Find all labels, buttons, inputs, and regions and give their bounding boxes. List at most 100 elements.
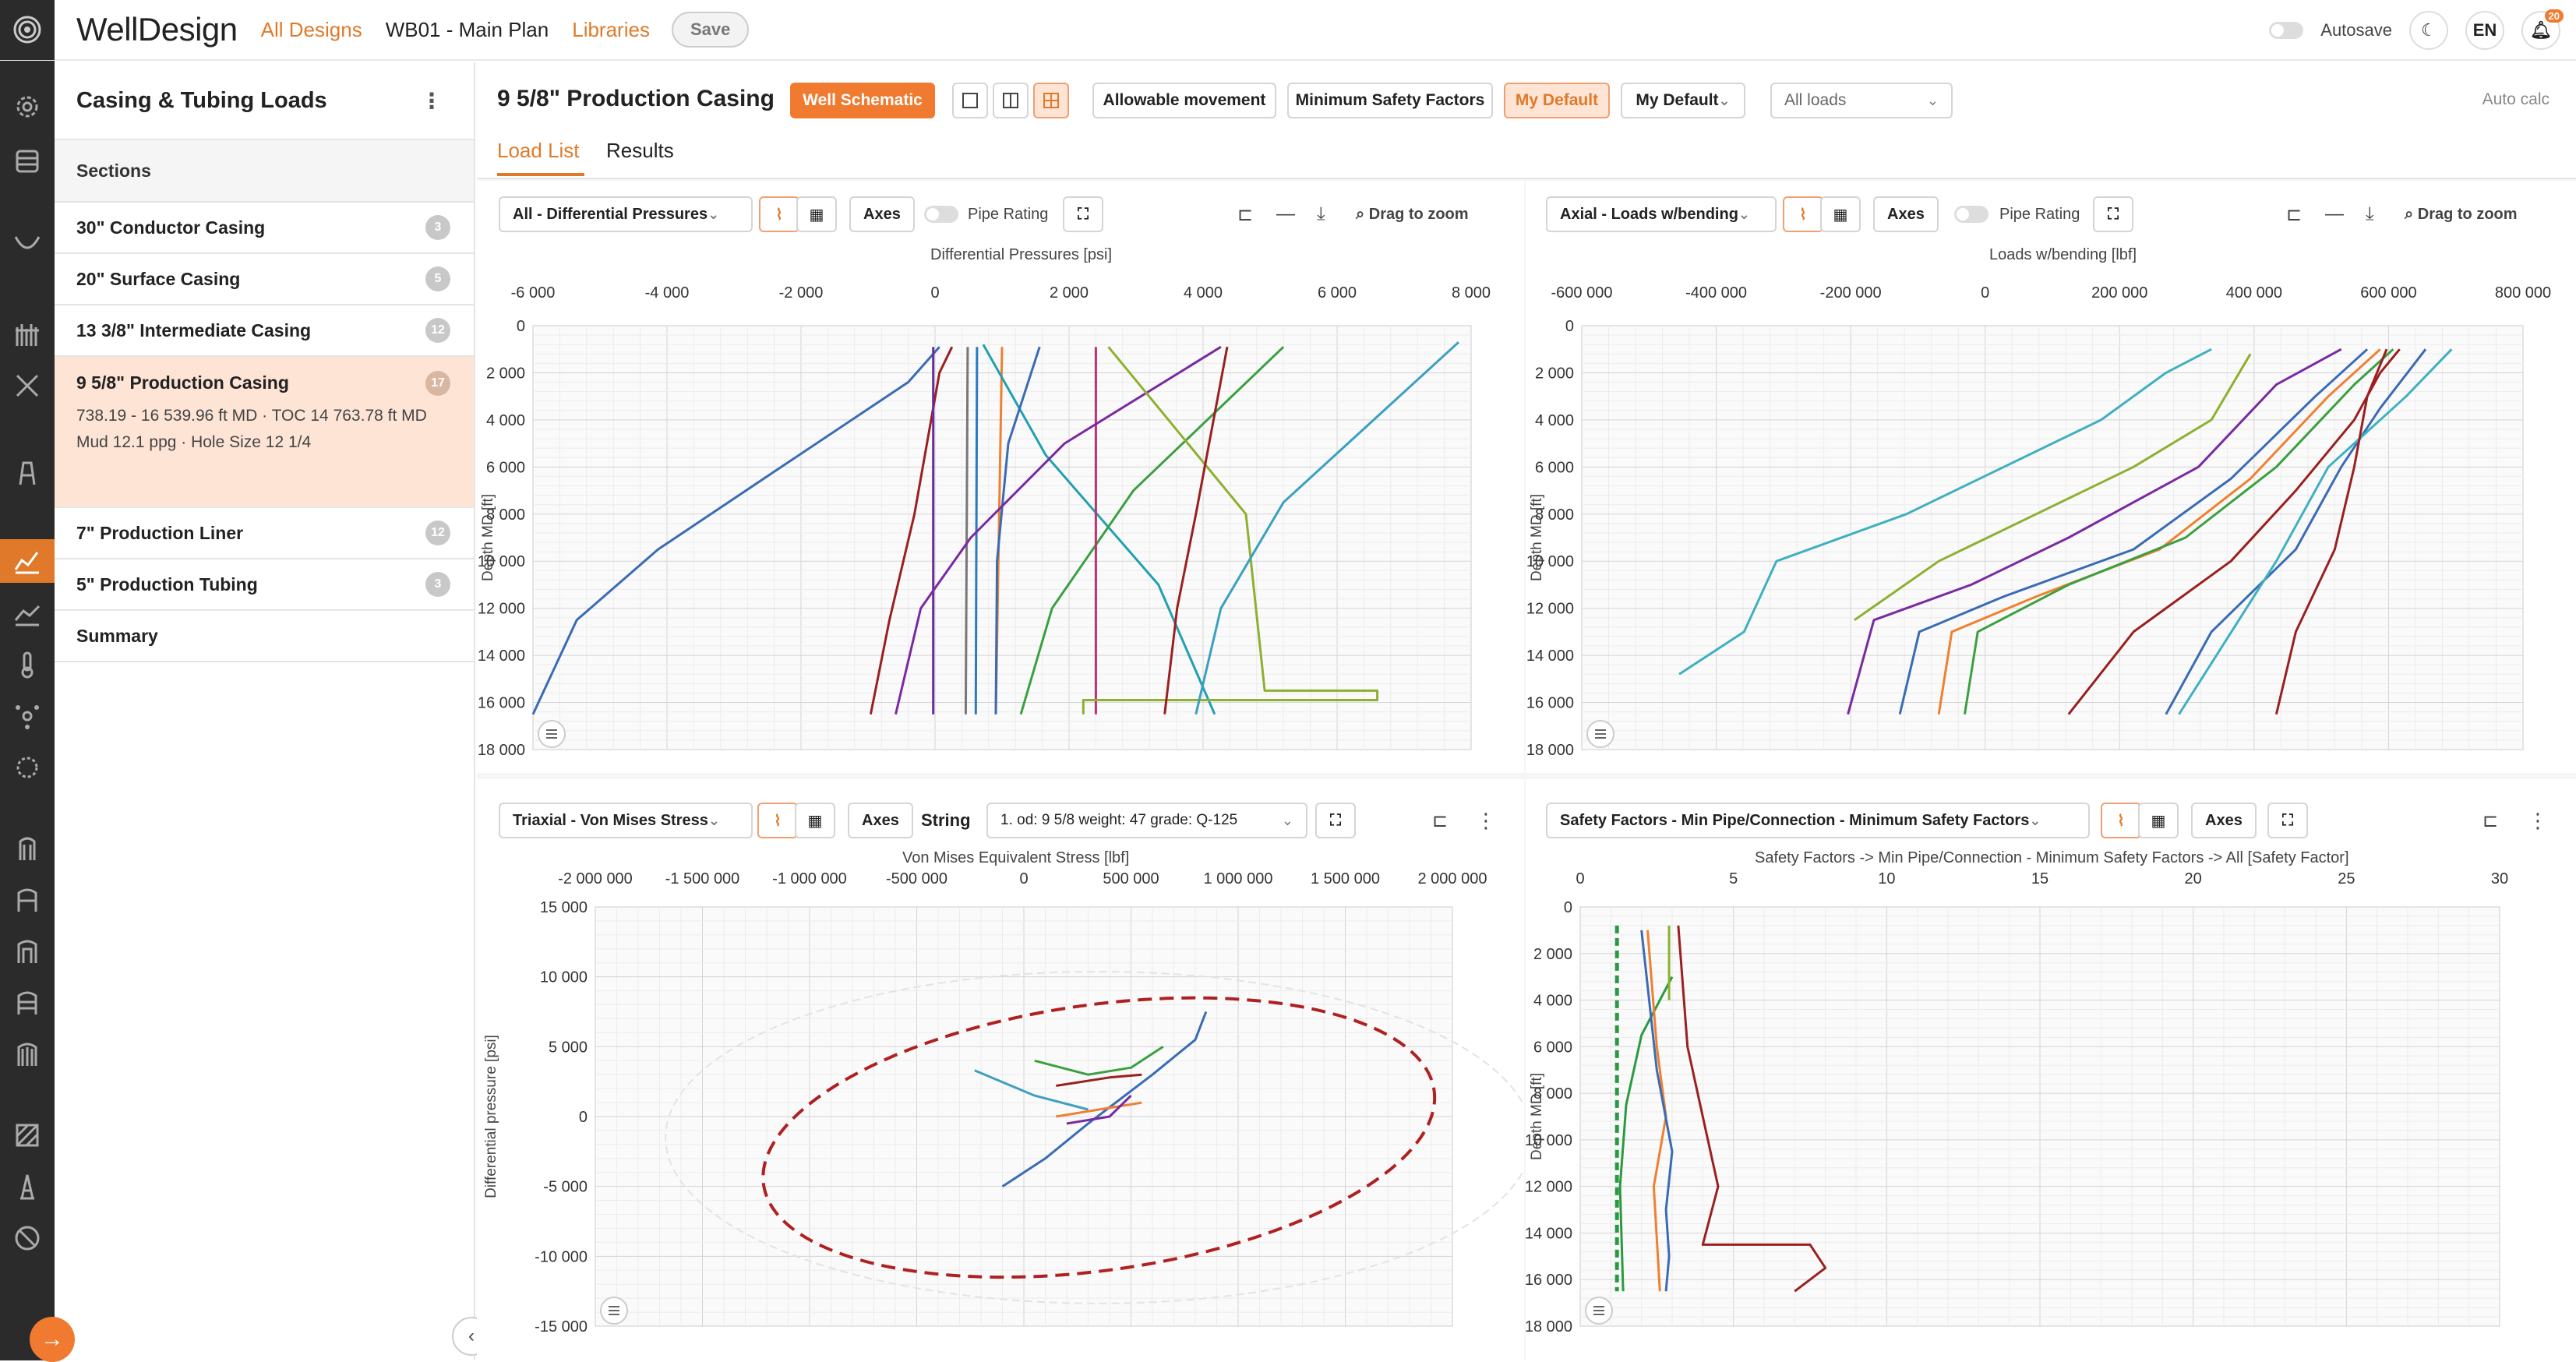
drag-zoom-button-2[interactable]: ⌕ Drag to zoom	[2405, 196, 2518, 232]
minus-icon[interactable]: —	[2325, 203, 2344, 224]
expand-arrow-button[interactable]: →	[30, 1317, 75, 1362]
line-chart-icon[interactable]: ⌇	[759, 196, 799, 232]
differential-pressures-chart[interactable]: -6 000 -4 000 -2 000 0 2 000 4 000 6 000 8 000 0…	[477, 266, 1524, 765]
minus-icon[interactable]: —	[1276, 203, 1295, 224]
sidebar-item-tubing[interactable]: 5" Production Tubing 3	[55, 559, 474, 611]
fullscreen-icon[interactable]: ⛶	[1315, 803, 1356, 838]
casing-icon-1[interactable]	[11, 832, 44, 865]
trend-icon[interactable]	[11, 597, 44, 630]
rig-icon[interactable]	[11, 457, 44, 489]
page-title: 9 5/8" Production Casing	[497, 86, 775, 111]
tools-icon[interactable]	[11, 369, 44, 402]
autosave-toggle[interactable]	[2269, 22, 2304, 39]
network-icon[interactable]	[11, 700, 44, 732]
thermometer-icon[interactable]	[11, 648, 44, 681]
tab-results[interactable]: Results	[606, 139, 674, 162]
casing-icon-4[interactable]	[11, 986, 44, 1019]
safety-factors-chart[interactable]: 0 5 10 15 20 25 30 0 2 000 4 000 6 000 8 000 10 000 1…	[1526, 868, 2576, 1360]
x-tick-label: -1 500 000	[665, 870, 740, 887]
more-vertical-icon[interactable]: ⋮	[1476, 808, 1496, 832]
string-select[interactable]: 1. od: 9 5/8 weight: 47 grade: Q-125	[986, 803, 1307, 838]
nav-libraries[interactable]: Libraries	[572, 17, 650, 41]
loads-chart-icon[interactable]	[0, 539, 55, 583]
chart-type-select-2[interactable]: Axial - Loads w/bending	[1546, 196, 1777, 232]
fullscreen-icon[interactable]: ⛶	[2267, 803, 2308, 838]
axes-button-4[interactable]: Axes	[2191, 803, 2257, 838]
casing-icon-5[interactable]	[11, 1038, 44, 1071]
y-tick-label: 2 000	[1535, 365, 1574, 382]
layout-single-icon[interactable]	[952, 83, 988, 118]
download-icon[interactable]: ⤓	[1317, 203, 1325, 224]
von-mises-chart[interactable]: -2 000 000 -1 500 000 -1 000 000 -500 000 0 5…	[477, 868, 1524, 1360]
legend-icon[interactable]: ⊏	[2286, 203, 2303, 225]
legend-icon[interactable]: ⊏	[1237, 203, 1254, 225]
chart-type-select-3[interactable]: Triaxial - Von Mises Stress	[499, 803, 753, 838]
series-line	[1082, 346, 1379, 715]
chevron-left-icon: ‹	[468, 1325, 475, 1346]
pipe-rating-toggle-1[interactable]	[924, 206, 958, 223]
fullscreen-icon[interactable]: ⛶	[1063, 196, 1103, 232]
axes-button-3[interactable]: Axes	[848, 803, 913, 838]
pipe-rating-toggle-2[interactable]	[1954, 206, 1988, 223]
gear-icon[interactable]	[11, 751, 44, 784]
language-button[interactable]: EN	[2465, 11, 2504, 50]
chart-title-4: Safety Factors -> Min Pipe/Connection - …	[1755, 849, 2349, 866]
nav-all-designs[interactable]: All Designs	[260, 17, 362, 41]
all-loads-select[interactable]: All loads	[1770, 83, 1953, 118]
line-chart-icon[interactable]: ⌇	[757, 803, 798, 838]
axial-loads-chart[interactable]: -600 000 -400 000 -200 000 0 200 000 400 000 6…	[1526, 266, 2576, 765]
my-default-select[interactable]: My Default	[1621, 83, 1745, 118]
my-default-button[interactable]: My Default	[1504, 83, 1610, 118]
cement-icon[interactable]	[11, 1119, 44, 1152]
disabled-icon[interactable]	[11, 1222, 44, 1254]
chart-type-select-4[interactable]: Safety Factors - Min Pipe/Connection - M…	[1546, 803, 2090, 838]
well-schematic-button[interactable]: Well Schematic	[790, 83, 935, 118]
nav-current-design[interactable]: WB01 - Main Plan	[385, 17, 549, 41]
formation-icon[interactable]	[11, 318, 44, 351]
allowable-movement-button[interactable]: Allowable movement	[1092, 83, 1276, 118]
layout-columns-icon[interactable]	[993, 83, 1029, 118]
x-tick-label: 500 000	[1103, 870, 1159, 887]
notifications-button[interactable]: 🔔︎ 20	[2521, 9, 2564, 50]
fullscreen-icon[interactable]: ⛶	[2093, 196, 2133, 232]
sidebar-item-production-casing[interactable]: 9 5/8" Production Casing 17 738.19 - 16 …	[55, 357, 474, 508]
legend-toggle-button[interactable]	[1586, 720, 1614, 748]
download-icon[interactable]: ⤓	[2366, 203, 2374, 224]
legend-toggle-button[interactable]	[600, 1297, 628, 1325]
legend-toggle-button[interactable]	[1585, 1297, 1613, 1325]
trajectory-icon[interactable]	[11, 231, 44, 263]
sidebar-item-summary[interactable]: Summary	[55, 611, 474, 662]
axes-button-2[interactable]: Axes	[1873, 196, 1939, 232]
theme-toggle-button[interactable]: ☾	[2409, 11, 2448, 50]
legend-icon[interactable]: ⊏	[1432, 810, 1449, 831]
auto-calc-label[interactable]: Auto calc	[2482, 90, 2550, 108]
sidebar-item-surface[interactable]: 20" Surface Casing 5	[55, 254, 474, 305]
casing-icon-2[interactable]	[11, 884, 44, 916]
legend-toggle-button[interactable]	[538, 720, 566, 748]
min-safety-factors-button[interactable]: Minimum Safety Factors	[1287, 83, 1493, 118]
table-view-icon[interactable]: ▦	[2138, 803, 2179, 838]
sidebar-item-liner[interactable]: 7" Production Liner 12	[55, 508, 474, 559]
line-chart-icon[interactable]: ⌇	[1783, 196, 1823, 232]
table-view-icon[interactable]: ▦	[1820, 196, 1861, 232]
axes-button-1[interactable]: Axes	[849, 196, 915, 232]
app-logo-icon[interactable]	[0, 0, 55, 60]
tab-load-list[interactable]: Load List	[497, 139, 580, 162]
table-view-icon[interactable]: ▦	[796, 196, 837, 232]
settings-icon[interactable]	[11, 90, 44, 123]
more-vertical-icon[interactable]: ⋮	[421, 88, 443, 113]
legend-icon[interactable]: ⊏	[2482, 810, 2499, 831]
sidebar-item-conductor[interactable]: 30" Conductor Casing 3	[55, 203, 474, 254]
sidebar-item-intermediate[interactable]: 13 3/8" Intermediate Casing 12	[55, 305, 474, 357]
table-view-icon[interactable]: ▦	[795, 803, 835, 838]
drag-zoom-button-1[interactable]: ⌕ Drag to zoom	[1356, 196, 1469, 232]
chart-type-select-1[interactable]: All - Differential Pressures	[499, 196, 753, 232]
save-button[interactable]: Save	[671, 12, 750, 48]
more-vertical-icon[interactable]: ⋮	[2528, 808, 2548, 832]
casing-icon-3[interactable]	[11, 935, 44, 968]
y-tick-label: -15 000	[535, 1318, 588, 1336]
line-chart-icon[interactable]: ⌇	[2101, 803, 2141, 838]
layout-grid-icon[interactable]	[1033, 83, 1069, 118]
database-icon[interactable]	[11, 145, 44, 178]
derrick-icon[interactable]	[11, 1170, 44, 1203]
